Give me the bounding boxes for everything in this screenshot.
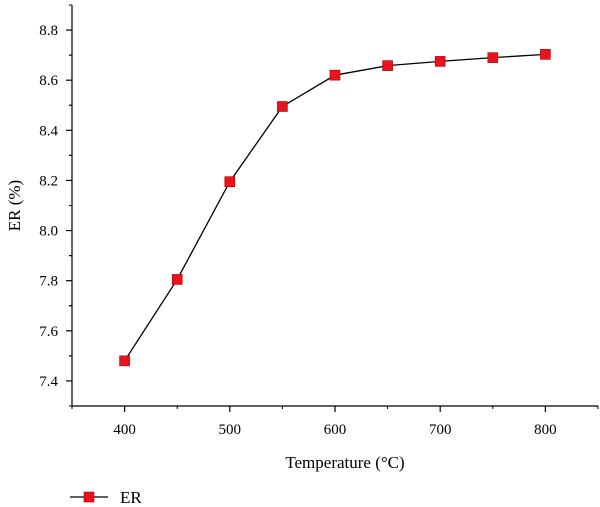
series: [119, 49, 551, 367]
data-point-marker: [119, 355, 130, 367]
x-tick-label: 600: [324, 422, 347, 438]
legend-label: ER: [120, 488, 142, 507]
x-tick-label: 800: [534, 422, 557, 438]
ticks: 7.4 7.6 7.8 8.0 8.2 8.4 8.6 8.8 400 500 600 700 800: [39, 4, 599, 438]
y-tick-label: 8.6: [39, 73, 58, 89]
data-point-marker: [540, 49, 551, 60]
y-tick-label: 8.0: [39, 224, 58, 240]
y-tick-label: 8.8: [39, 23, 58, 39]
data-point-marker: [487, 52, 499, 63]
x-tick-label: 400: [113, 422, 136, 438]
y-tick-label: 7.4: [39, 374, 58, 390]
data-point-marker: [434, 56, 446, 67]
y-axis-title: ER (%): [5, 180, 24, 231]
x-axis-title: Temperature (°C): [285, 453, 404, 472]
series-line: [124, 53, 546, 362]
data-point-marker: [329, 69, 341, 81]
y-tick-label: 7.8: [39, 274, 58, 290]
y-tick-label: 7.6: [39, 324, 58, 340]
data-point-marker: [277, 101, 288, 112]
x-tick-label: 500: [219, 422, 242, 438]
data-point-marker: [224, 176, 236, 187]
data-point-marker: [171, 274, 183, 285]
y-tick-label: 8.2: [39, 173, 58, 189]
legend: ER: [70, 488, 142, 507]
legend-marker-swatch: [83, 491, 95, 503]
x-tick-label: 700: [429, 422, 452, 438]
y-tick-label: 8.4: [39, 123, 58, 139]
data-point-marker: [382, 60, 393, 71]
axes: [71, 5, 598, 407]
